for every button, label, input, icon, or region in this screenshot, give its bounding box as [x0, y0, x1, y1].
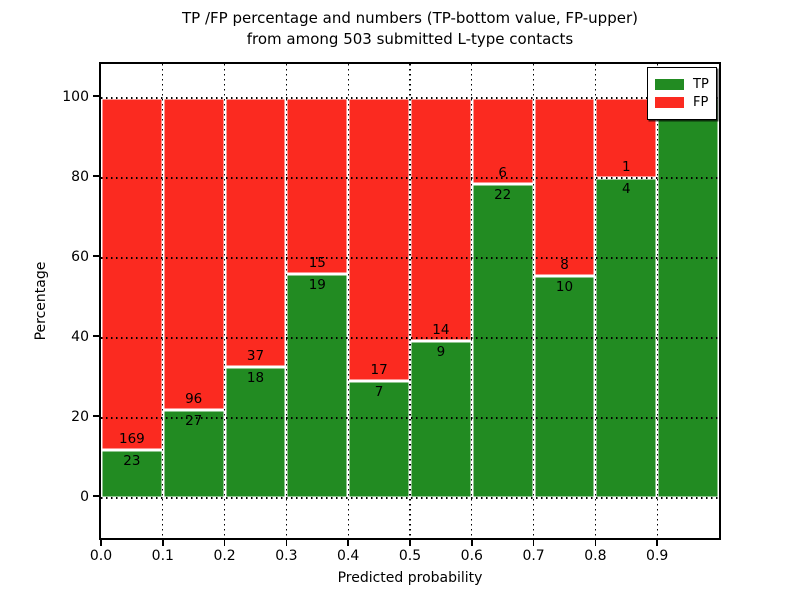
fp-bar-segment [410, 98, 472, 342]
tp-count-label: 9 [436, 344, 446, 361]
v-gridline [285, 64, 288, 538]
x-tick-label: 0.9 [646, 548, 669, 564]
plot-area: TP FP 16923962737181519177149622810141 [99, 62, 721, 540]
legend-label-fp: FP [693, 95, 709, 110]
tp-count-label: 18 [246, 370, 265, 387]
y-tick-label: 60 [71, 249, 89, 265]
fp-bar-segment [533, 98, 596, 276]
x-tick-mark [162, 540, 164, 546]
tp-bar-segment [224, 367, 287, 498]
tp-bar-segment [162, 410, 225, 498]
x-tick-mark [532, 540, 535, 546]
x-tick-label: 0.6 [460, 548, 483, 564]
y-tick-mark [93, 95, 99, 97]
x-axis-label: Predicted probability [337, 570, 483, 586]
fp-bar-segment [162, 98, 225, 411]
tp-bar-segment [101, 450, 163, 498]
x-tick-label: 0.1 [151, 548, 174, 564]
x-tick-label: 0.3 [275, 548, 298, 564]
tp-bar-segment [533, 275, 596, 498]
y-tick-mark [93, 175, 99, 177]
x-tick-mark [656, 540, 658, 546]
fp-bar-segment [348, 98, 410, 382]
tp-count-label: 23 [123, 453, 141, 470]
x-tick-label: 0.4 [337, 548, 360, 564]
x-tick-mark [285, 540, 288, 546]
tp-count-label: 27 [185, 413, 203, 430]
tp-swatch-icon [655, 79, 684, 90]
v-gridline [162, 64, 164, 538]
tp-bar-segment [348, 381, 410, 498]
x-tick-mark [409, 540, 411, 546]
fp-count-label: 17 [370, 362, 388, 379]
y-tick-mark [93, 495, 99, 497]
chart-title-line1: TP /FP percentage and numbers (TP-bottom… [182, 9, 638, 27]
chart-title-line2: from among 503 submitted L-type contacts [246, 30, 574, 48]
x-tick-mark [594, 540, 597, 546]
tp-count-label: 19 [308, 277, 326, 294]
tp-bar-segment [471, 183, 534, 498]
y-tick-label: 80 [71, 169, 89, 185]
x-tick-mark [223, 540, 226, 546]
v-gridline [656, 64, 658, 538]
tp-count-label: 22 [494, 186, 512, 203]
legend: TP FP [647, 67, 717, 120]
v-gridline [409, 64, 411, 538]
tp-bar-segment [286, 274, 349, 498]
chart-title: TP /FP percentage and numbers (TP-bottom… [182, 8, 638, 50]
fp-count-label: 15 [308, 255, 326, 272]
tp-bar-segment [657, 98, 719, 498]
y-tick-label: 0 [80, 489, 89, 505]
y-tick-mark [93, 255, 99, 257]
fp-swatch-icon [655, 97, 684, 108]
x-tick-label: 0.7 [522, 548, 545, 564]
x-tick-mark [347, 540, 349, 546]
v-gridline [223, 64, 226, 538]
v-gridline [532, 64, 535, 538]
v-gridline [471, 64, 473, 538]
y-tick-mark [93, 415, 99, 417]
legend-row-tp: TP [655, 77, 709, 92]
fp-bar-segment [595, 98, 658, 178]
tp-count-label: 10 [555, 278, 574, 295]
fp-bar-segment [101, 98, 163, 451]
x-tick-label: 0.2 [213, 548, 236, 564]
tp-count-label: 4 [621, 181, 631, 197]
y-tick-label: 100 [62, 89, 89, 105]
v-gridline [347, 64, 349, 538]
fp-count-label: 1 [621, 159, 631, 175]
x-tick-label: 0.8 [584, 548, 607, 564]
fp-bar-segment [471, 98, 534, 184]
x-tick-label: 0.0 [89, 548, 113, 564]
fp-count-label: 8 [560, 256, 569, 273]
y-tick-mark [93, 335, 99, 337]
legend-row-fp: FP [655, 95, 708, 110]
fp-count-label: 14 [432, 322, 450, 339]
fp-bar-segment [286, 98, 349, 275]
fp-bar-segment [224, 98, 287, 368]
tp-count-label: 7 [374, 384, 384, 401]
x-tick-label: 0.5 [398, 548, 422, 564]
legend-label-tp: TP [693, 77, 709, 92]
tp-bar-segment [410, 341, 472, 498]
x-tick-mark [471, 540, 473, 546]
x-tick-mark [100, 540, 102, 546]
y-tick-label: 20 [71, 409, 89, 425]
fp-count-label: 6 [498, 164, 507, 181]
fp-count-label: 169 [119, 431, 145, 448]
v-gridline [594, 64, 597, 538]
fp-count-label: 96 [185, 391, 203, 408]
y-tick-label: 40 [71, 329, 89, 345]
fp-count-label: 37 [246, 348, 265, 365]
